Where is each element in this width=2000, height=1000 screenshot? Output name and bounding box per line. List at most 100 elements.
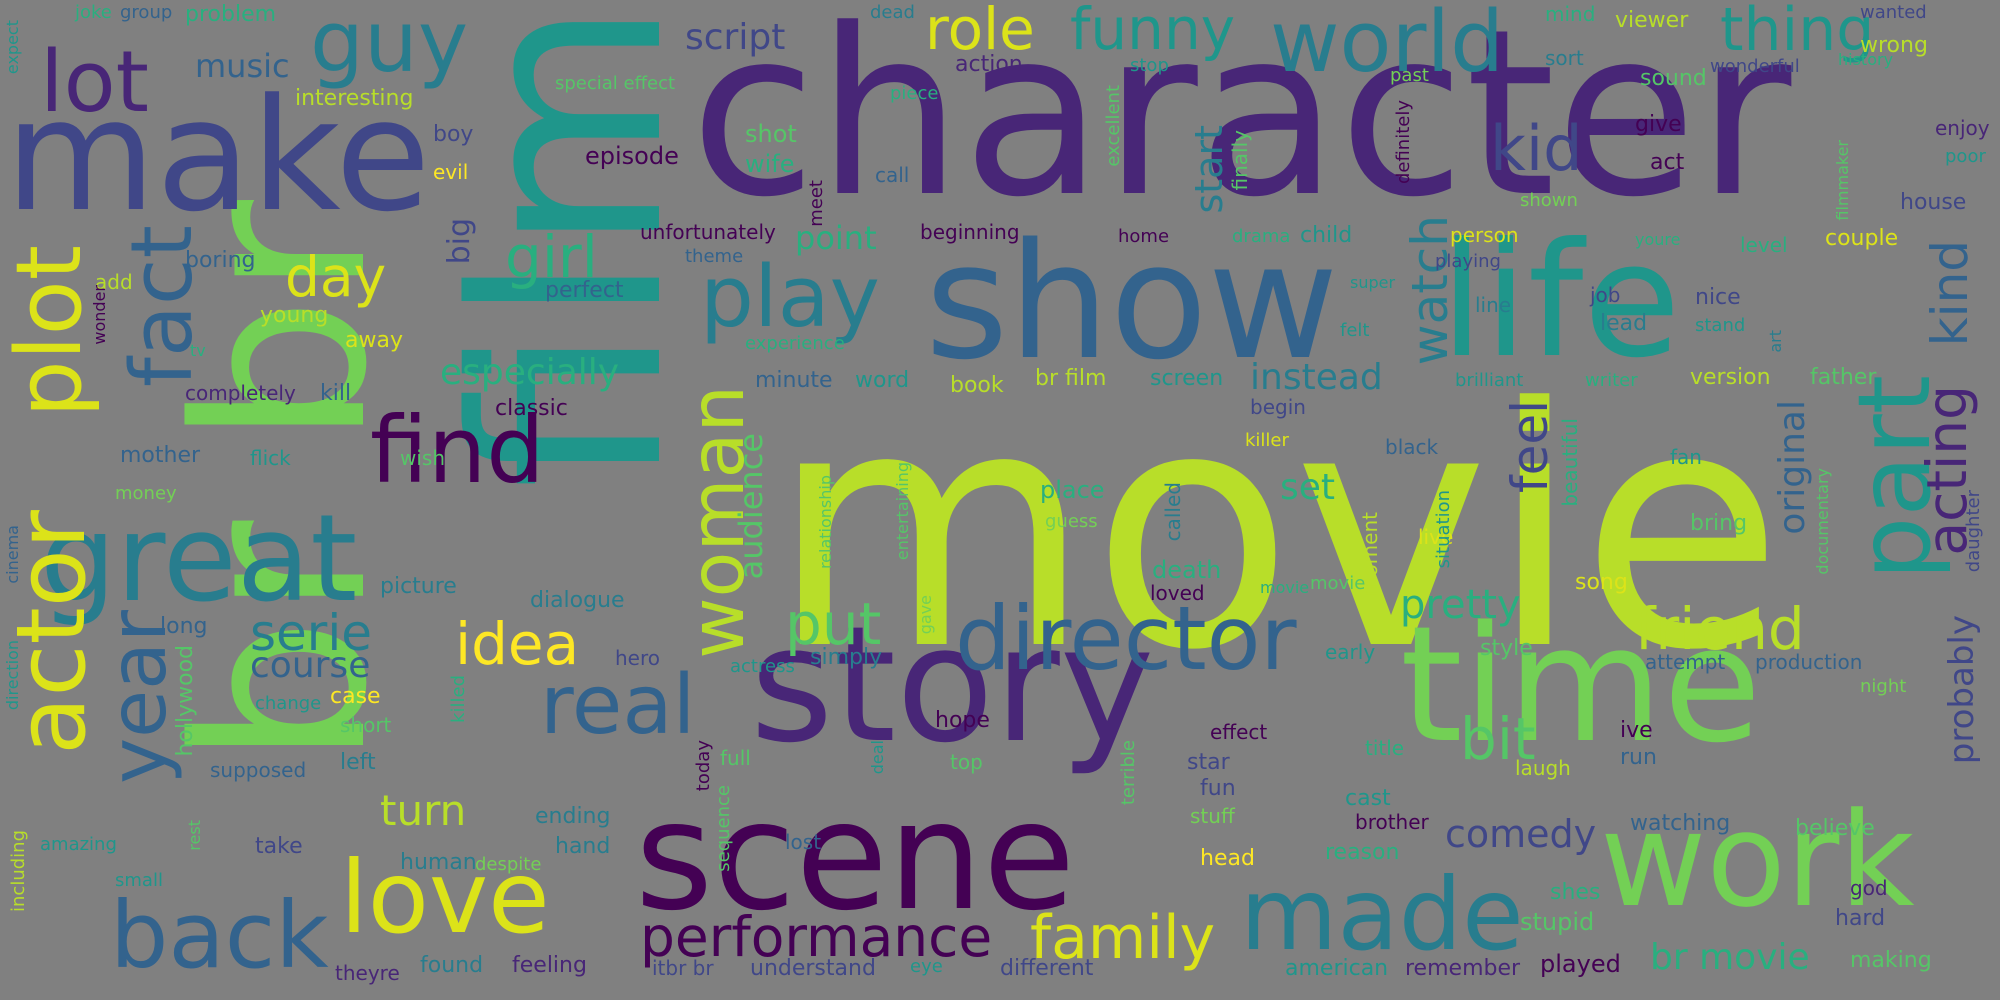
word-stop: stop [1130,55,1169,76]
word-watching: watching [1630,811,1731,836]
word-stuff: stuff [1190,804,1235,828]
word-great: great [40,490,358,629]
word-kind: kind [1921,240,1979,347]
word-excellent: excellent [1103,85,1124,167]
word-experience: experience [745,333,845,354]
word-history: history [1838,50,1894,69]
word-left: left [340,750,376,775]
word-title: title [1365,736,1405,760]
word-flick: flick [250,446,291,470]
word-work: work [1600,784,1915,936]
word-poor: poor [1945,146,1986,167]
word-away: away [345,328,403,353]
word-ive: ive [1620,718,1653,743]
word-level: level [1740,233,1788,257]
word-brilliant: brilliant [1455,370,1524,391]
word-eye: eye [910,956,943,977]
word-stupid: stupid [1520,908,1595,936]
word-lot: lot [40,33,149,132]
word-short: short [340,713,392,737]
word-called: called [1161,482,1185,542]
word-picture: picture [380,574,457,599]
word-super: super [1350,273,1396,292]
word-episode: episode [585,142,679,170]
word-remember: remember [1405,956,1521,981]
word-script: script [685,17,786,58]
word-role: role [925,0,1035,63]
word-meet: meet [806,180,827,227]
word-small: small [115,870,163,891]
word-beginning: beginning [920,220,1020,244]
word-death: death [1152,556,1222,584]
word-beautiful: beautiful [1558,418,1582,507]
word-house: house [1900,190,1967,215]
word-feeling: feeling [512,953,587,978]
word-itbr-br: itbr br [652,956,714,980]
word-act: act [1650,150,1685,175]
word-guess: guess [1045,511,1098,532]
word-gave: gave [916,595,935,635]
word-sort: sort [1545,46,1584,70]
word-unfortunately: unfortunately [640,220,776,244]
word-set: set [1280,467,1336,508]
word-playing: playing [1435,251,1501,272]
word-character: character [690,0,1792,248]
word-hope: hope [935,708,990,733]
word-turn: turn [380,786,467,835]
word-idea: idea [455,610,580,678]
word-version: version [1690,365,1771,390]
word-hand: hand [555,834,611,859]
word-plot: plot [0,245,102,418]
word-killer: killer [1245,430,1289,451]
word-star: star [1187,750,1230,775]
word-filmmaker: filmmaker [1833,140,1852,221]
word-effect: effect [1210,720,1268,744]
word-begin: begin [1250,395,1306,419]
word-attempt: attempt [1645,650,1726,674]
word-performance: performance [640,905,993,969]
word-comedy: comedy [1445,812,1597,856]
word-making: making [1850,948,1932,973]
word-make: make [5,65,431,246]
word-screen: screen [1150,366,1224,391]
word-child: child [1300,223,1353,248]
word-problem: problem [185,2,277,27]
word-boy: boy [433,122,474,147]
word-minute: minute [755,368,833,393]
word-director: director [955,587,1297,690]
word-despite: despite [475,854,542,875]
word-wrong: wrong [1860,33,1928,58]
word-home: home [1118,226,1170,247]
word-completely: completely [185,381,296,405]
word-killed: killed [448,675,469,723]
word-definitely: definitely [1393,100,1414,185]
word-show: show [925,208,1339,395]
word-youre: youre [1635,230,1681,249]
word-human: human [400,850,477,875]
word-nice: nice [1695,285,1741,310]
word-supposed: supposed [210,758,307,782]
word-run: run [1620,745,1657,770]
word-start: start [1187,125,1231,214]
word-song: song [1575,570,1628,595]
word-especially: especially [440,352,620,393]
word-kid: kid [1490,112,1583,185]
word-lost: lost [785,830,822,854]
word-sound: sound [1640,66,1707,91]
word-couple: couple [1825,226,1899,251]
word-add: add [95,270,133,294]
word-understand: understand [750,956,876,981]
word-enjoy: enjoy [1935,116,1990,140]
word-joke: joke [75,2,112,23]
word-ending: ending [535,804,611,829]
word-expect: expect [3,20,22,75]
word-writer: writer [1585,370,1638,391]
word-action: action [955,52,1023,77]
word-full: full [720,746,751,770]
word-wife: wife [745,150,795,178]
word-daughter: daughter [1963,490,1984,573]
word-relationship: relationship [816,475,835,570]
word-group: group [120,2,173,23]
word-head: head [1200,846,1255,871]
word-thing: thing [1720,0,1875,65]
